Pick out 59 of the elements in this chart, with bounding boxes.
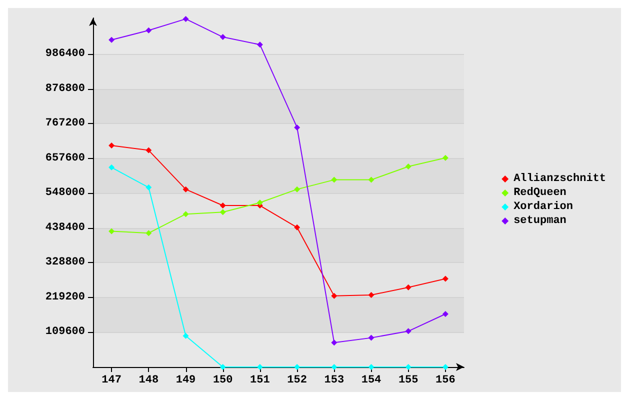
point <box>442 154 448 161</box>
point <box>442 276 448 282</box>
point <box>294 186 300 192</box>
point <box>146 184 152 190</box>
point <box>368 334 374 341</box>
x-tick-label: 147 <box>102 374 122 386</box>
point <box>331 340 338 346</box>
point <box>405 163 412 170</box>
point <box>108 228 115 234</box>
y-tick-label: 767200 <box>45 118 85 130</box>
y-tick-label: 876800 <box>45 82 85 95</box>
legend-label: Allianzschnitt <box>514 173 606 185</box>
point <box>146 27 152 34</box>
point <box>182 186 189 192</box>
point <box>331 292 338 299</box>
point <box>108 164 115 170</box>
point <box>220 34 226 40</box>
y-tick-label: 328800 <box>45 256 85 269</box>
y-tick-label: 986400 <box>45 48 85 60</box>
point <box>442 311 448 318</box>
point <box>182 332 189 339</box>
point <box>146 230 152 236</box>
y-tick-label: 657600 <box>45 152 85 164</box>
point <box>405 284 412 290</box>
point <box>220 364 226 370</box>
point <box>405 364 412 370</box>
point <box>108 142 115 149</box>
point <box>405 328 412 334</box>
x-tick-label: 154 <box>361 374 382 386</box>
y-tick-label: 438400 <box>45 222 85 234</box>
legend-label: Xordarion <box>514 201 574 213</box>
x-tick-label: 156 <box>436 374 456 386</box>
y-tick-label: 219200 <box>45 291 85 304</box>
legend-label: RedQueen <box>514 187 566 199</box>
point <box>368 176 374 183</box>
point <box>331 176 338 183</box>
point <box>146 147 152 154</box>
point <box>331 364 338 370</box>
point <box>294 124 300 130</box>
x-tick-label: 148 <box>138 374 159 386</box>
x-tick-label: 151 <box>250 374 270 386</box>
point <box>256 42 263 48</box>
point <box>368 292 374 298</box>
y-tick-label: 548000 <box>45 187 85 200</box>
point <box>182 16 189 22</box>
point <box>182 211 189 218</box>
x-tick-label: 155 <box>398 374 419 386</box>
point <box>294 224 300 230</box>
point <box>368 364 374 370</box>
point <box>220 209 226 216</box>
point <box>256 200 263 206</box>
x-tick-label: 150 <box>212 374 233 386</box>
x-tick-label: 153 <box>324 374 344 386</box>
point <box>220 202 226 209</box>
legend-label: setupman <box>514 215 566 227</box>
y-tick-label: 109600 <box>45 326 85 338</box>
point <box>108 36 115 43</box>
x-tick-label: 149 <box>176 374 196 386</box>
x-tick-label: 152 <box>287 374 307 386</box>
